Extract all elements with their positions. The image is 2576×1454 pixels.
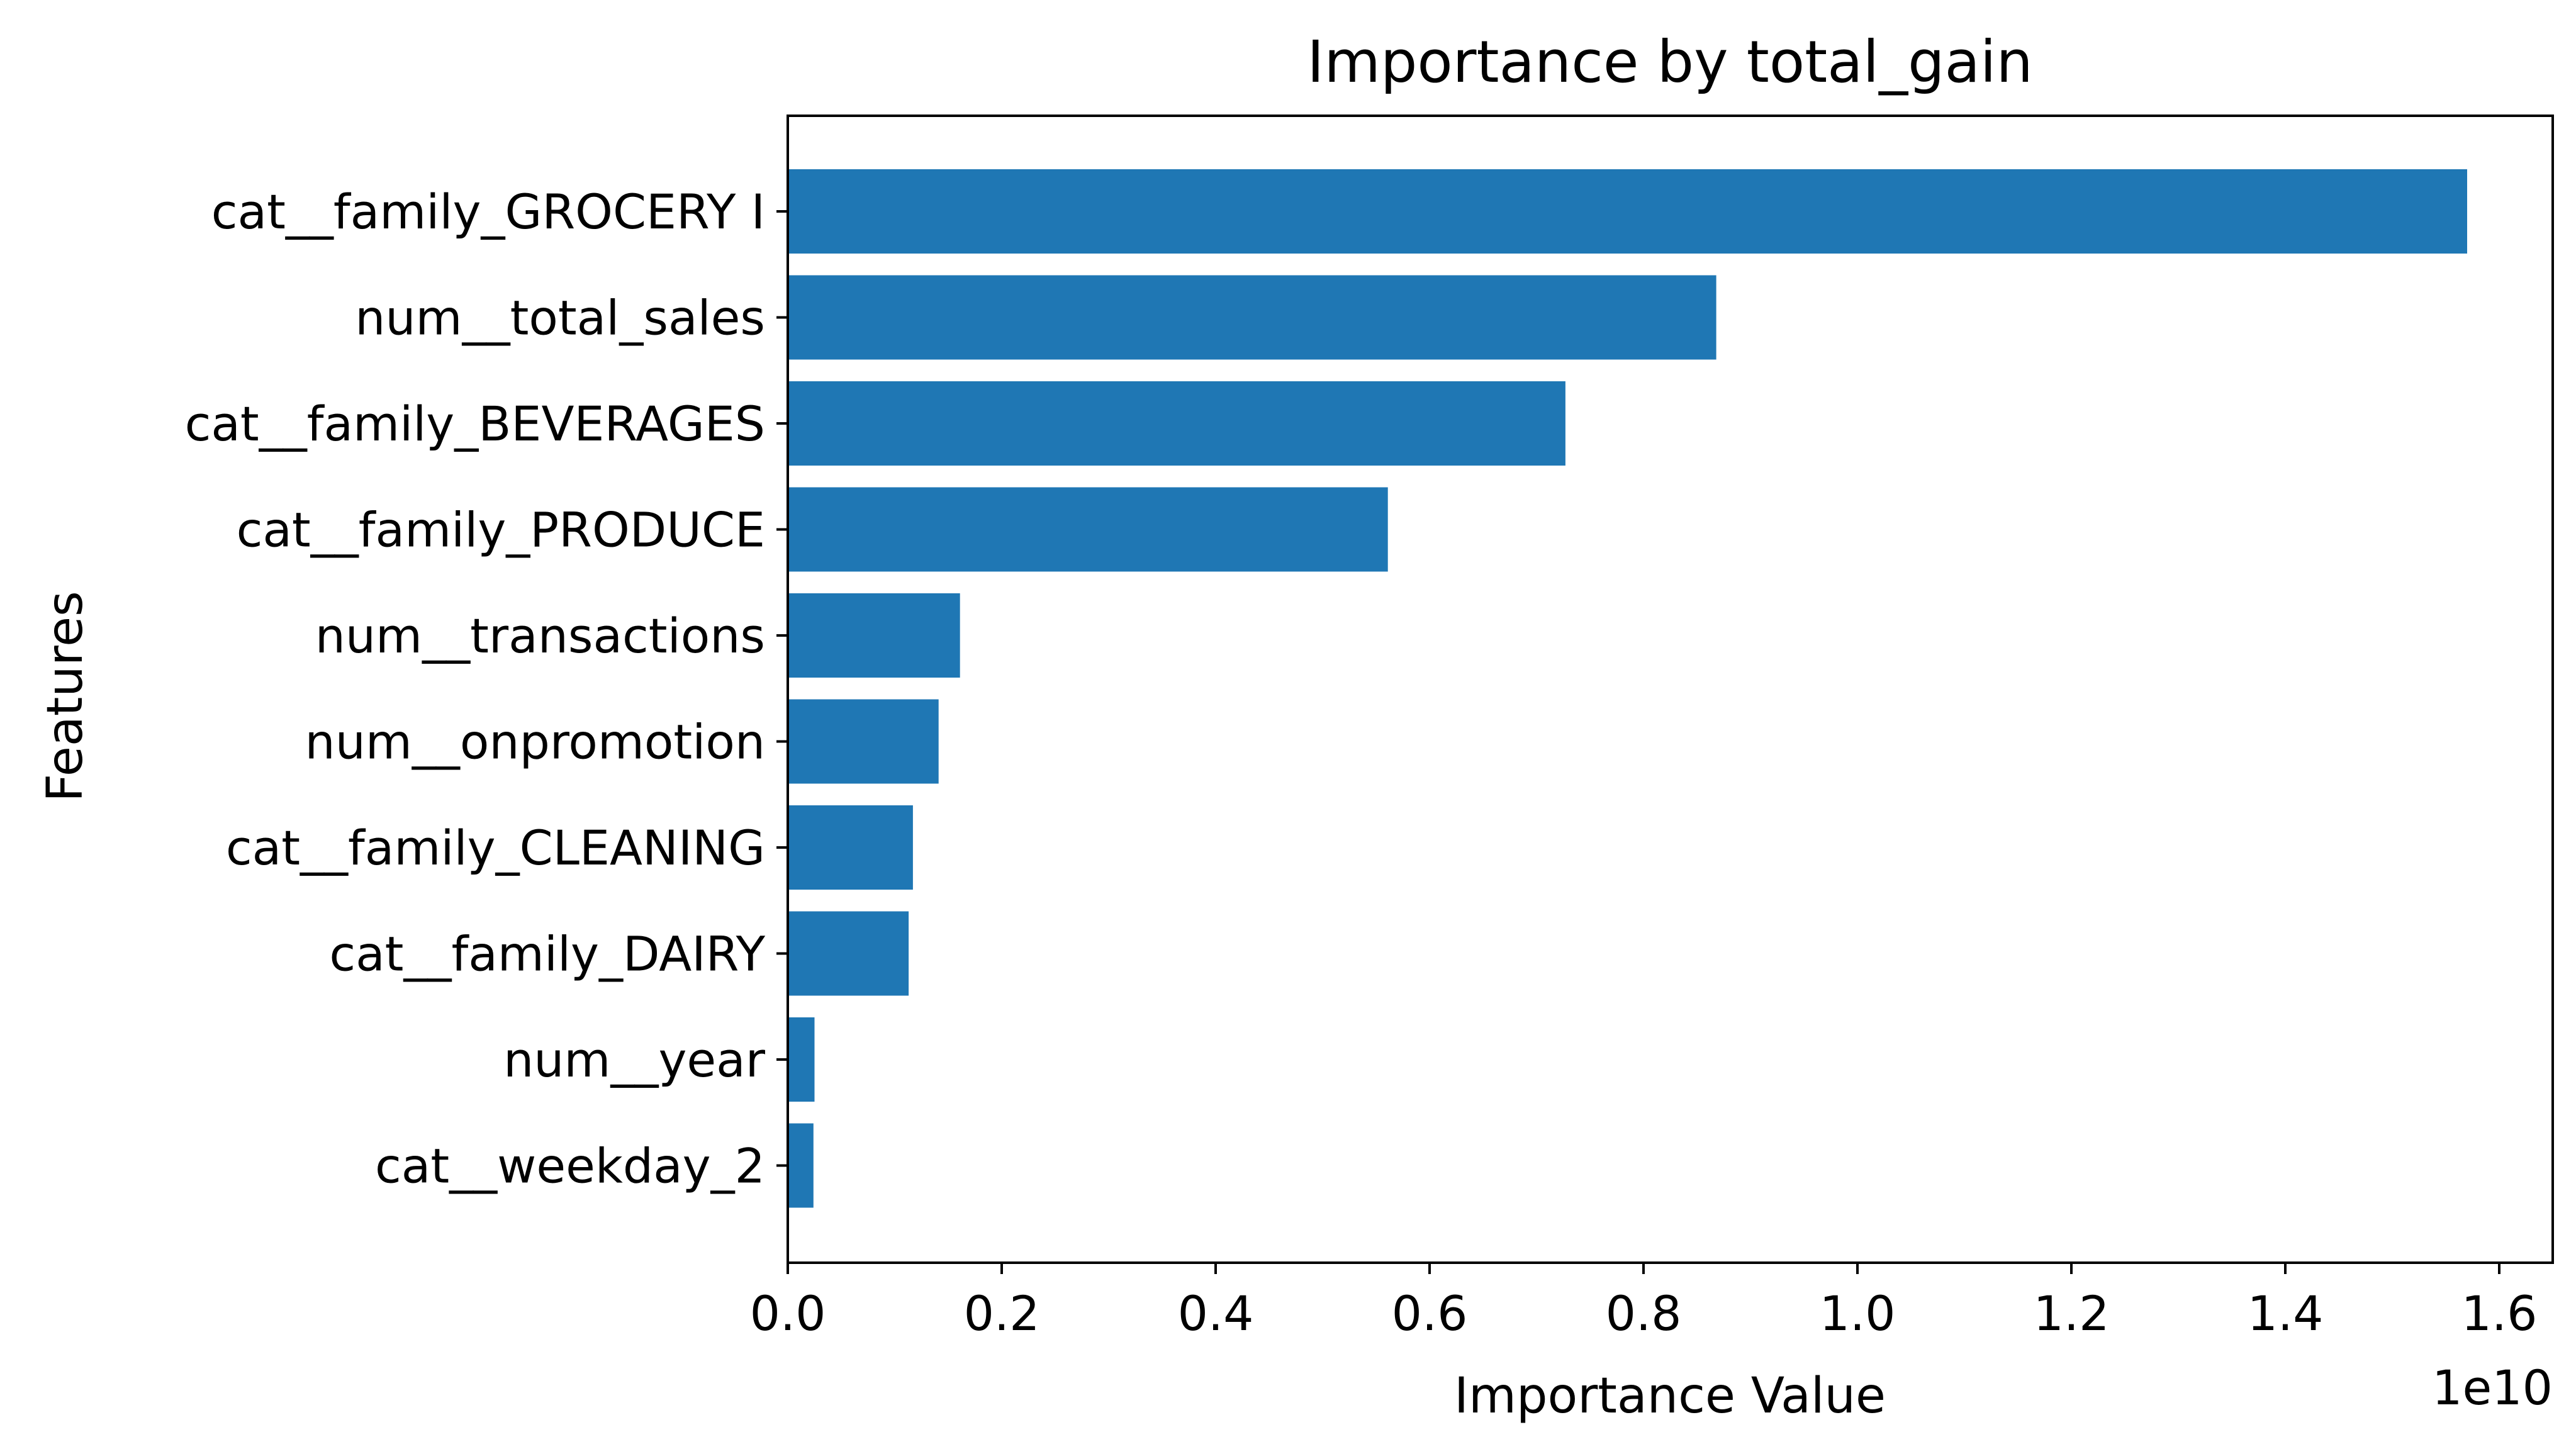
plot-frame (787, 115, 2554, 1264)
x-tick-label: 1.4 (2248, 1285, 2324, 1341)
y-tick-label: num__transactions (315, 608, 765, 664)
bar (788, 805, 913, 890)
x-axis: 0.0 0.2 0.4 0.6 0.8 1.0 1.2 1.4 1.6 (750, 1263, 2538, 1341)
x-tick-label: 0.6 (1392, 1285, 1468, 1341)
x-axis-title: Importance Value (1454, 1368, 1886, 1424)
bar (788, 1123, 814, 1208)
bar (788, 911, 909, 996)
bar (788, 699, 939, 784)
y-tick-label: cat__family_GROCERY I (211, 184, 765, 240)
y-tick-label: cat__family_DAIRY (329, 926, 765, 982)
x-tick-label: 0.0 (750, 1285, 826, 1341)
x-tick-label: 1.0 (1820, 1285, 1896, 1341)
y-tick-label: cat__family_CLEANING (226, 820, 765, 876)
bar (788, 169, 2467, 254)
chart-title: Importance by total_gain (1307, 28, 2033, 96)
bars-layer (788, 169, 2467, 1208)
y-tick-label: num__year (503, 1032, 766, 1088)
bar (788, 275, 1716, 360)
bar (788, 1017, 815, 1102)
bar (788, 381, 1565, 466)
y-tick-label: cat__family_BEVERAGES (185, 396, 765, 452)
y-tick-label: num__total_sales (355, 290, 765, 346)
y-axis: cat__family_GROCERY I num__total_salescat… (185, 184, 788, 1194)
bar (788, 487, 1388, 572)
x-tick-label: 0.2 (964, 1285, 1040, 1341)
x-tick-label: 1.2 (2034, 1285, 2110, 1341)
y-tick-label: cat__family_PRODUCE (237, 502, 765, 558)
y-tick-label: cat__weekday_2 (375, 1138, 765, 1194)
x-tick-label: 0.4 (1178, 1285, 1254, 1341)
x-tick-label: 1.6 (2461, 1285, 2538, 1341)
x-tick-label: 0.8 (1606, 1285, 1682, 1341)
y-tick-label: num__onpromotion (305, 714, 765, 770)
x-axis-scale-label: 1e10 (2432, 1360, 2553, 1416)
y-axis-title: Features (37, 591, 94, 802)
bar (788, 593, 960, 678)
